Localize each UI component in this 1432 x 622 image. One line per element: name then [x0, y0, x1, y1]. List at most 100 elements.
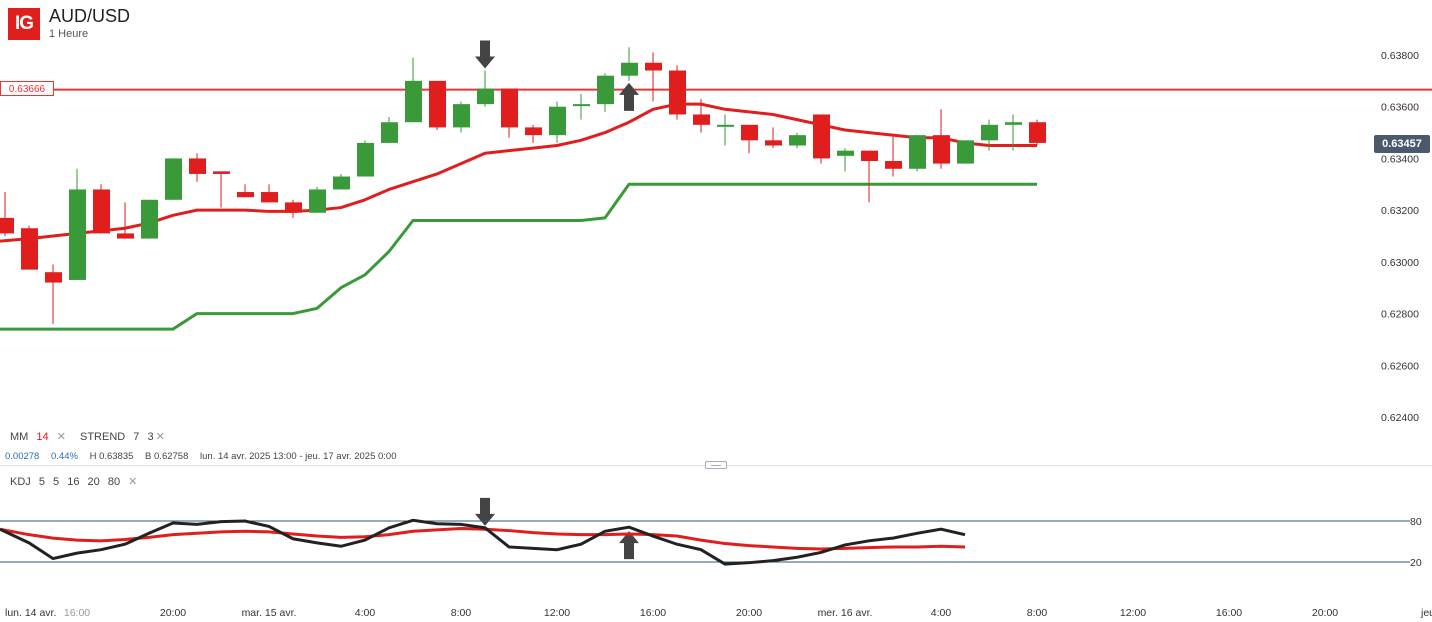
candle-body	[501, 88, 518, 128]
x-axis-label: lun. 14 avr.	[5, 607, 56, 619]
kdj-buy-arrow-icon	[619, 531, 639, 560]
candle-body	[45, 272, 62, 283]
date-range: lun. 14 avr. 2025 13:00 - jeu. 17 avr. 2…	[200, 451, 397, 462]
price-tick-label: 0.62400	[1381, 412, 1419, 424]
candle-body	[141, 199, 158, 239]
timeframe-label[interactable]: 1 Heure	[49, 28, 89, 40]
kdj-tick-label: 20	[1410, 557, 1422, 569]
price-tick-label: 0.62600	[1381, 360, 1419, 372]
sell-arrow-icon	[475, 40, 495, 69]
pane-resize-handle[interactable]	[705, 461, 727, 469]
x-axis-label: mar. 15 avr.	[242, 607, 297, 619]
candle-body	[909, 135, 926, 169]
x-axis-label: 8:00	[1027, 607, 1048, 619]
candle-body	[981, 124, 998, 141]
candle-body	[453, 104, 470, 128]
change-value: 0.00278	[5, 451, 40, 462]
candle-body	[309, 189, 326, 213]
price-tick-label: 0.62800	[1381, 309, 1419, 321]
candle-body	[333, 176, 350, 190]
candle-body	[885, 161, 902, 169]
candle-body	[381, 122, 398, 143]
kdj-tick-label: 80	[1410, 516, 1422, 528]
candle-body	[549, 106, 566, 136]
strend-param-2: 3	[147, 431, 154, 443]
candle-body	[621, 62, 638, 76]
x-axis-label: jeu. 17 a	[1420, 607, 1432, 619]
candle-body	[741, 124, 758, 141]
kdj-legend: KDJ 5 5 16 20 80 ✕	[10, 475, 142, 488]
candle-body	[1005, 122, 1022, 125]
x-axis-label: mer. 16 avr.	[818, 607, 873, 619]
kdj-k-line	[0, 518, 966, 566]
candle-body	[237, 192, 254, 198]
candle-body	[189, 158, 206, 174]
candle-body	[165, 158, 182, 200]
buy-arrow-icon	[619, 82, 639, 111]
candle-body	[645, 62, 662, 71]
kdj-param: 5	[38, 476, 45, 488]
candle-body	[765, 140, 782, 146]
x-axis-label: 12:00	[1120, 607, 1146, 619]
candle-body	[477, 88, 494, 105]
last-price-tag: 0.63457	[1374, 135, 1430, 153]
x-axis-label: 16:00	[64, 607, 90, 619]
high-value: H 0.63835	[89, 451, 134, 462]
price-tick-label: 0.63200	[1381, 205, 1419, 217]
kdj-d-line	[0, 527, 966, 551]
strend-name: STREND	[79, 431, 126, 443]
price-info-row: 0.00278 0.44% H 0.63835 B 0.62758 lun. 1…	[5, 451, 406, 462]
candle-body	[957, 140, 974, 164]
candle-body	[573, 104, 590, 107]
low-value: B 0.62758	[145, 451, 189, 462]
candle-body	[789, 135, 806, 146]
candle-body	[357, 142, 374, 177]
close-icon[interactable]: ✕	[155, 431, 165, 443]
x-axis-label: 16:00	[1216, 607, 1242, 619]
candle-body	[933, 135, 950, 164]
x-axis-label: 4:00	[931, 607, 952, 619]
candle-body	[93, 189, 110, 234]
kdj-param: 80	[107, 476, 121, 488]
candle-body	[861, 150, 878, 162]
candle-body	[717, 124, 734, 127]
candle-body	[261, 192, 278, 203]
kdj-param: 16	[67, 476, 80, 488]
x-axis-label: 8:00	[451, 607, 472, 619]
close-icon[interactable]: ✕	[128, 476, 138, 488]
x-axis-label: 20:00	[736, 607, 762, 619]
price-tick-label: 0.63400	[1381, 153, 1419, 165]
close-icon[interactable]: ✕	[56, 431, 66, 443]
candle-body	[21, 228, 38, 270]
change-percent: 0.44%	[50, 451, 78, 462]
ig-logo: IG	[8, 8, 40, 40]
candle-body	[0, 217, 14, 234]
candle-body	[429, 80, 446, 128]
candle-body	[285, 202, 302, 213]
kdj-param: 20	[87, 476, 100, 488]
candle-body	[813, 114, 830, 159]
instrument-symbol: AUD/USD	[49, 6, 131, 26]
price-level-tag[interactable]: 0.63666	[0, 81, 54, 96]
candle-body	[597, 75, 614, 105]
x-axis-label: 12:00	[544, 607, 570, 619]
price-tick-label: 0.63000	[1381, 257, 1419, 269]
kdj-param: 5	[53, 476, 60, 488]
x-axis-label: 20:00	[160, 607, 186, 619]
candle-body	[525, 127, 542, 136]
x-axis-label: 4:00	[355, 607, 376, 619]
price-tick-label: 0.63600	[1381, 102, 1419, 114]
candle-body	[117, 233, 134, 239]
mm-name: MM	[10, 431, 29, 443]
mm-period: 14	[36, 431, 49, 443]
x-axis-label: 20:00	[1312, 607, 1338, 619]
candle-body	[669, 70, 686, 115]
kdj-sell-arrow-icon	[475, 497, 495, 526]
candle-body	[69, 189, 86, 280]
candle-body	[405, 80, 422, 123]
candle-body	[1029, 122, 1046, 143]
strend-param-1: 7	[133, 431, 140, 443]
candle-body	[213, 171, 230, 174]
moving-average-line	[0, 102, 1037, 243]
